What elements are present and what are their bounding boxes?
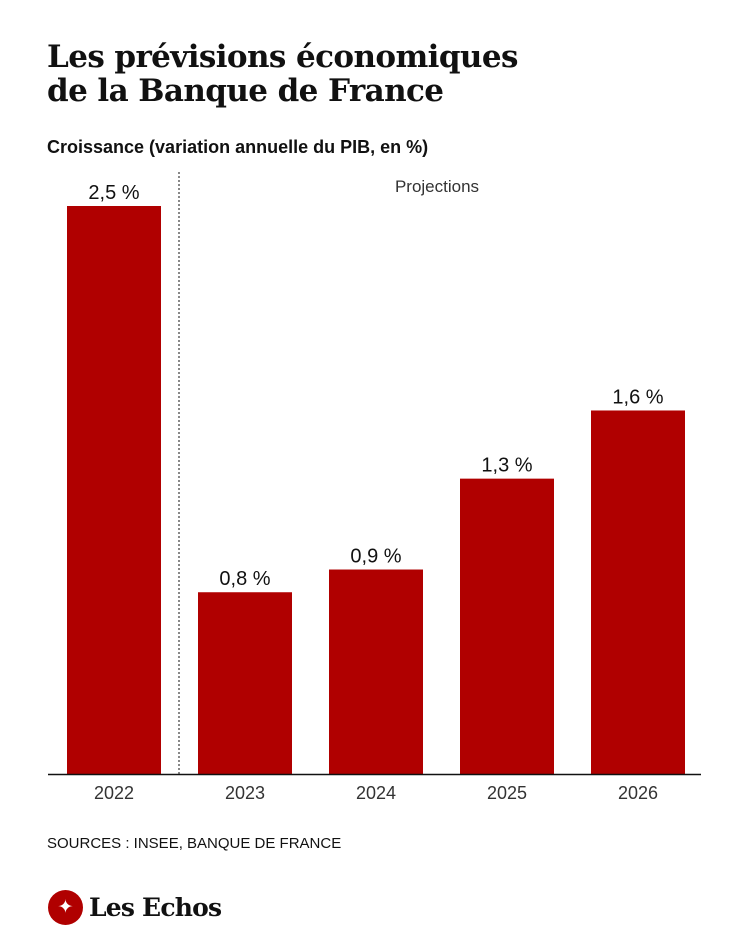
x-tick-label-2024: 2024: [356, 783, 396, 803]
x-tick-label-2023: 2023: [225, 783, 265, 803]
bar-2025: [460, 478, 554, 774]
x-tick-label-2022: 2022: [94, 783, 134, 803]
projections-label: Projections: [395, 177, 479, 196]
bar-chart: Projections 2,5 % 2022 0,8 % 2023 0,9 % 2024 1,…: [48, 172, 701, 803]
brand-name: Les Echos: [89, 892, 222, 922]
data-label-2022: 2,5 %: [88, 182, 139, 204]
bar-2026: [591, 410, 685, 774]
data-label-2025: 1,3 %: [481, 455, 532, 477]
chart-title-line-1: Les prévisions économiques: [47, 39, 518, 75]
data-label-2026: 1,6 %: [612, 386, 663, 408]
chart-title: Les prévisions économiques de la Banque …: [47, 40, 727, 108]
bar-2024: [329, 569, 423, 774]
x-tick-label-2025: 2025: [487, 783, 527, 803]
x-tick-label-2026: 2026: [618, 783, 658, 803]
brand-logo: ✦ Les Echos: [48, 889, 222, 925]
chart-title-line-2: de la Banque de France: [47, 73, 444, 109]
chart-subtitle: Croissance (variation annuelle du PIB, e…: [47, 137, 429, 157]
data-label-2023: 0,8 %: [219, 568, 270, 590]
echos-bird-icon: ✦: [48, 889, 83, 925]
bar-2022: [67, 206, 161, 774]
bar-2023: [198, 592, 292, 774]
sources-note: SOURCES : INSEE, BANQUE DE FRANCE: [47, 835, 342, 852]
data-label-2024: 0,9 %: [350, 546, 401, 568]
